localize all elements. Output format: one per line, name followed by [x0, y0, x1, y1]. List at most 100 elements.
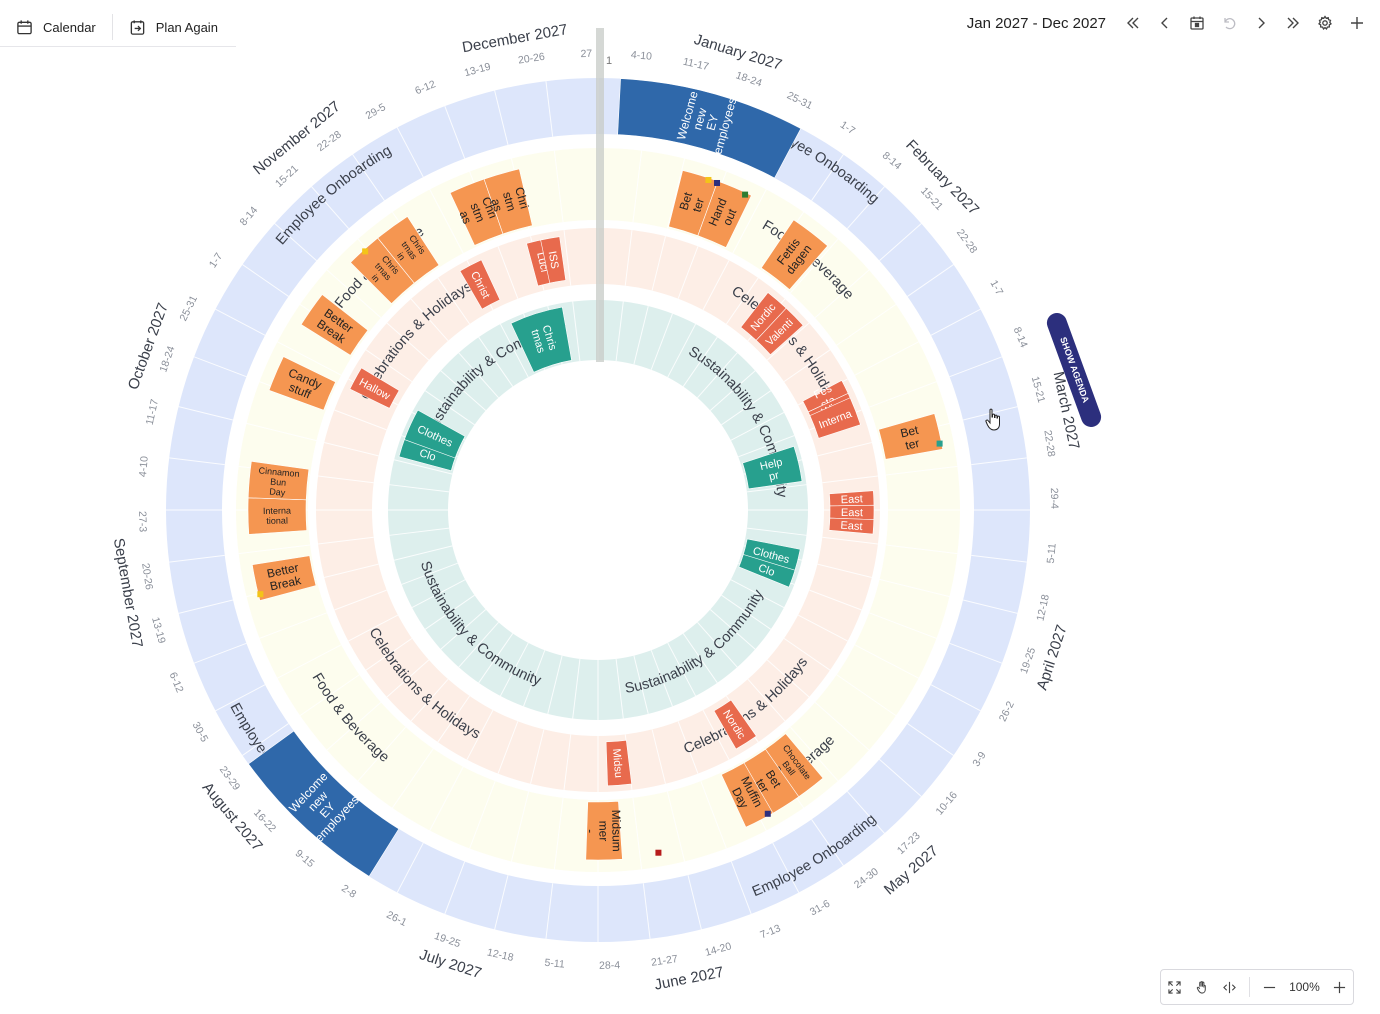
sustainability-event[interactable]: Helppr	[742, 445, 803, 490]
celebration-event-block[interactable]	[459, 259, 501, 310]
food-event-block[interactable]	[300, 294, 369, 356]
week-label: 15-21	[273, 163, 301, 190]
celebration-event-block[interactable]	[540, 236, 567, 284]
celebration-event[interactable]: East	[829, 490, 875, 507]
food-event[interactable]: Better	[878, 413, 944, 460]
celebration-event-block[interactable]	[828, 517, 875, 535]
onboarding-event-block[interactable]	[248, 730, 400, 877]
undo-icon[interactable]	[1220, 14, 1238, 32]
food-event[interactable]: Handout	[697, 180, 752, 248]
food-event[interactable]: BetterBreak	[251, 555, 317, 601]
settings-gear-icon[interactable]	[1316, 14, 1334, 32]
plan-again-button[interactable]: Plan Again	[113, 12, 234, 42]
week-gridline	[277, 644, 342, 679]
sustainability-event[interactable]: Clothes	[404, 409, 466, 459]
food-event-block[interactable]	[878, 413, 944, 460]
food-event-block[interactable]	[247, 460, 310, 501]
week-label: 11-17	[144, 398, 161, 426]
food-event[interactable]: CinnamonBunDay	[247, 460, 310, 501]
celebration-event[interactable]: East	[828, 517, 875, 535]
celebration-event[interactable]: Interna	[809, 397, 861, 439]
week-gridline	[697, 352, 738, 399]
week-gridline	[811, 819, 844, 866]
week-gridline	[730, 579, 785, 609]
hand-cursor-icon	[985, 408, 1000, 431]
event-indicator-chip	[936, 440, 943, 447]
week-gridline	[836, 303, 897, 346]
week-gridline	[553, 150, 564, 223]
event-indicator-chip	[764, 810, 771, 817]
week-gridline	[738, 435, 795, 458]
celebration-event-block[interactable]	[713, 699, 757, 750]
chevron-right-icon[interactable]	[1252, 14, 1270, 32]
food-event-block[interactable]	[251, 555, 317, 601]
food-event-block[interactable]	[585, 800, 623, 861]
week-gridline	[494, 90, 509, 146]
food-event-block[interactable]	[760, 219, 829, 291]
week-label: 21-27	[650, 953, 678, 969]
week-gridline	[854, 644, 919, 679]
double-chevron-left-icon[interactable]	[1124, 14, 1142, 32]
week-gridline	[429, 766, 464, 831]
calendar-button[interactable]: Calendar	[0, 12, 112, 42]
food-event[interactable]: MuffinDay	[721, 762, 774, 828]
week-gridline	[615, 301, 624, 362]
food-event[interactable]: Christmas	[483, 168, 533, 235]
sustainability-event-block[interactable]	[742, 445, 803, 490]
onboarding-event[interactable]: WelcomenewEYemployees	[617, 78, 802, 179]
event-indicator-chip	[705, 176, 712, 183]
celebration-event-block[interactable]	[809, 397, 861, 439]
fit-to-screen-icon[interactable]	[1167, 979, 1183, 995]
today-calendar-icon[interactable]	[1188, 14, 1206, 32]
food-event[interactable]: Better	[668, 170, 719, 236]
chevron-left-icon[interactable]	[1156, 14, 1174, 32]
celebration-event[interactable]: Christ	[459, 259, 501, 310]
onboarding-event-block[interactable]	[617, 78, 802, 179]
onboarding-event[interactable]: WelcomenewEYemployees	[248, 730, 400, 877]
sustainability-event[interactable]: Christmas	[510, 306, 572, 373]
sustainability-event[interactable]: Clo	[738, 554, 796, 588]
sustainability-event-block[interactable]	[510, 306, 572, 373]
week-gridline	[545, 81, 554, 137]
food-event-block[interactable]	[268, 356, 336, 411]
food-event[interactable]: Candystuff	[268, 356, 336, 411]
week-gridline	[789, 726, 839, 782]
food-event-block[interactable]	[483, 168, 533, 235]
pan-hand-icon[interactable]	[1194, 979, 1210, 995]
double-chevron-right-icon[interactable]	[1284, 14, 1302, 32]
food-event-block[interactable]	[697, 180, 752, 248]
add-plus-icon[interactable]	[1348, 14, 1366, 32]
food-event-block[interactable]	[721, 762, 774, 828]
food-event[interactable]: Midsummer-	[583, 800, 624, 861]
food-event-block[interactable]	[377, 216, 440, 284]
week-gridline	[352, 154, 385, 201]
week-gridline	[193, 356, 247, 378]
week-gridline	[817, 442, 872, 457]
month-label: December 2027	[461, 21, 569, 56]
week-gridline	[651, 236, 666, 291]
sustainability-event[interactable]: Clo	[398, 435, 457, 472]
week-gridline	[553, 797, 564, 870]
zoom-in-icon[interactable]	[1331, 979, 1347, 995]
week-label: 2-8	[339, 882, 358, 900]
food-event[interactable]: International	[247, 497, 308, 535]
zoom-out-icon[interactable]	[1262, 979, 1278, 995]
food-event[interactable]: Fettisdagen	[760, 219, 829, 291]
show-agenda-background[interactable]	[1044, 310, 1104, 430]
week-gridline	[667, 642, 697, 697]
week-gridline	[469, 780, 496, 849]
celebration-event-block[interactable]	[605, 739, 632, 787]
sustainability-event-block[interactable]	[404, 409, 466, 459]
celebration-event[interactable]: ISS	[540, 236, 567, 284]
celebration-event-block[interactable]	[349, 367, 400, 409]
week-label: 25-31	[785, 89, 815, 112]
celebration-event[interactable]: Midsu	[605, 739, 632, 787]
celebration-event-block[interactable]	[755, 307, 804, 356]
week-gridline	[772, 842, 800, 893]
split-view-icon[interactable]	[1222, 979, 1238, 995]
week-gridline	[238, 544, 311, 555]
celebration-event[interactable]: East	[829, 504, 875, 520]
sustainability-event-block[interactable]	[738, 554, 796, 588]
food-event[interactable]: ChocolateBallDay	[756, 733, 824, 804]
